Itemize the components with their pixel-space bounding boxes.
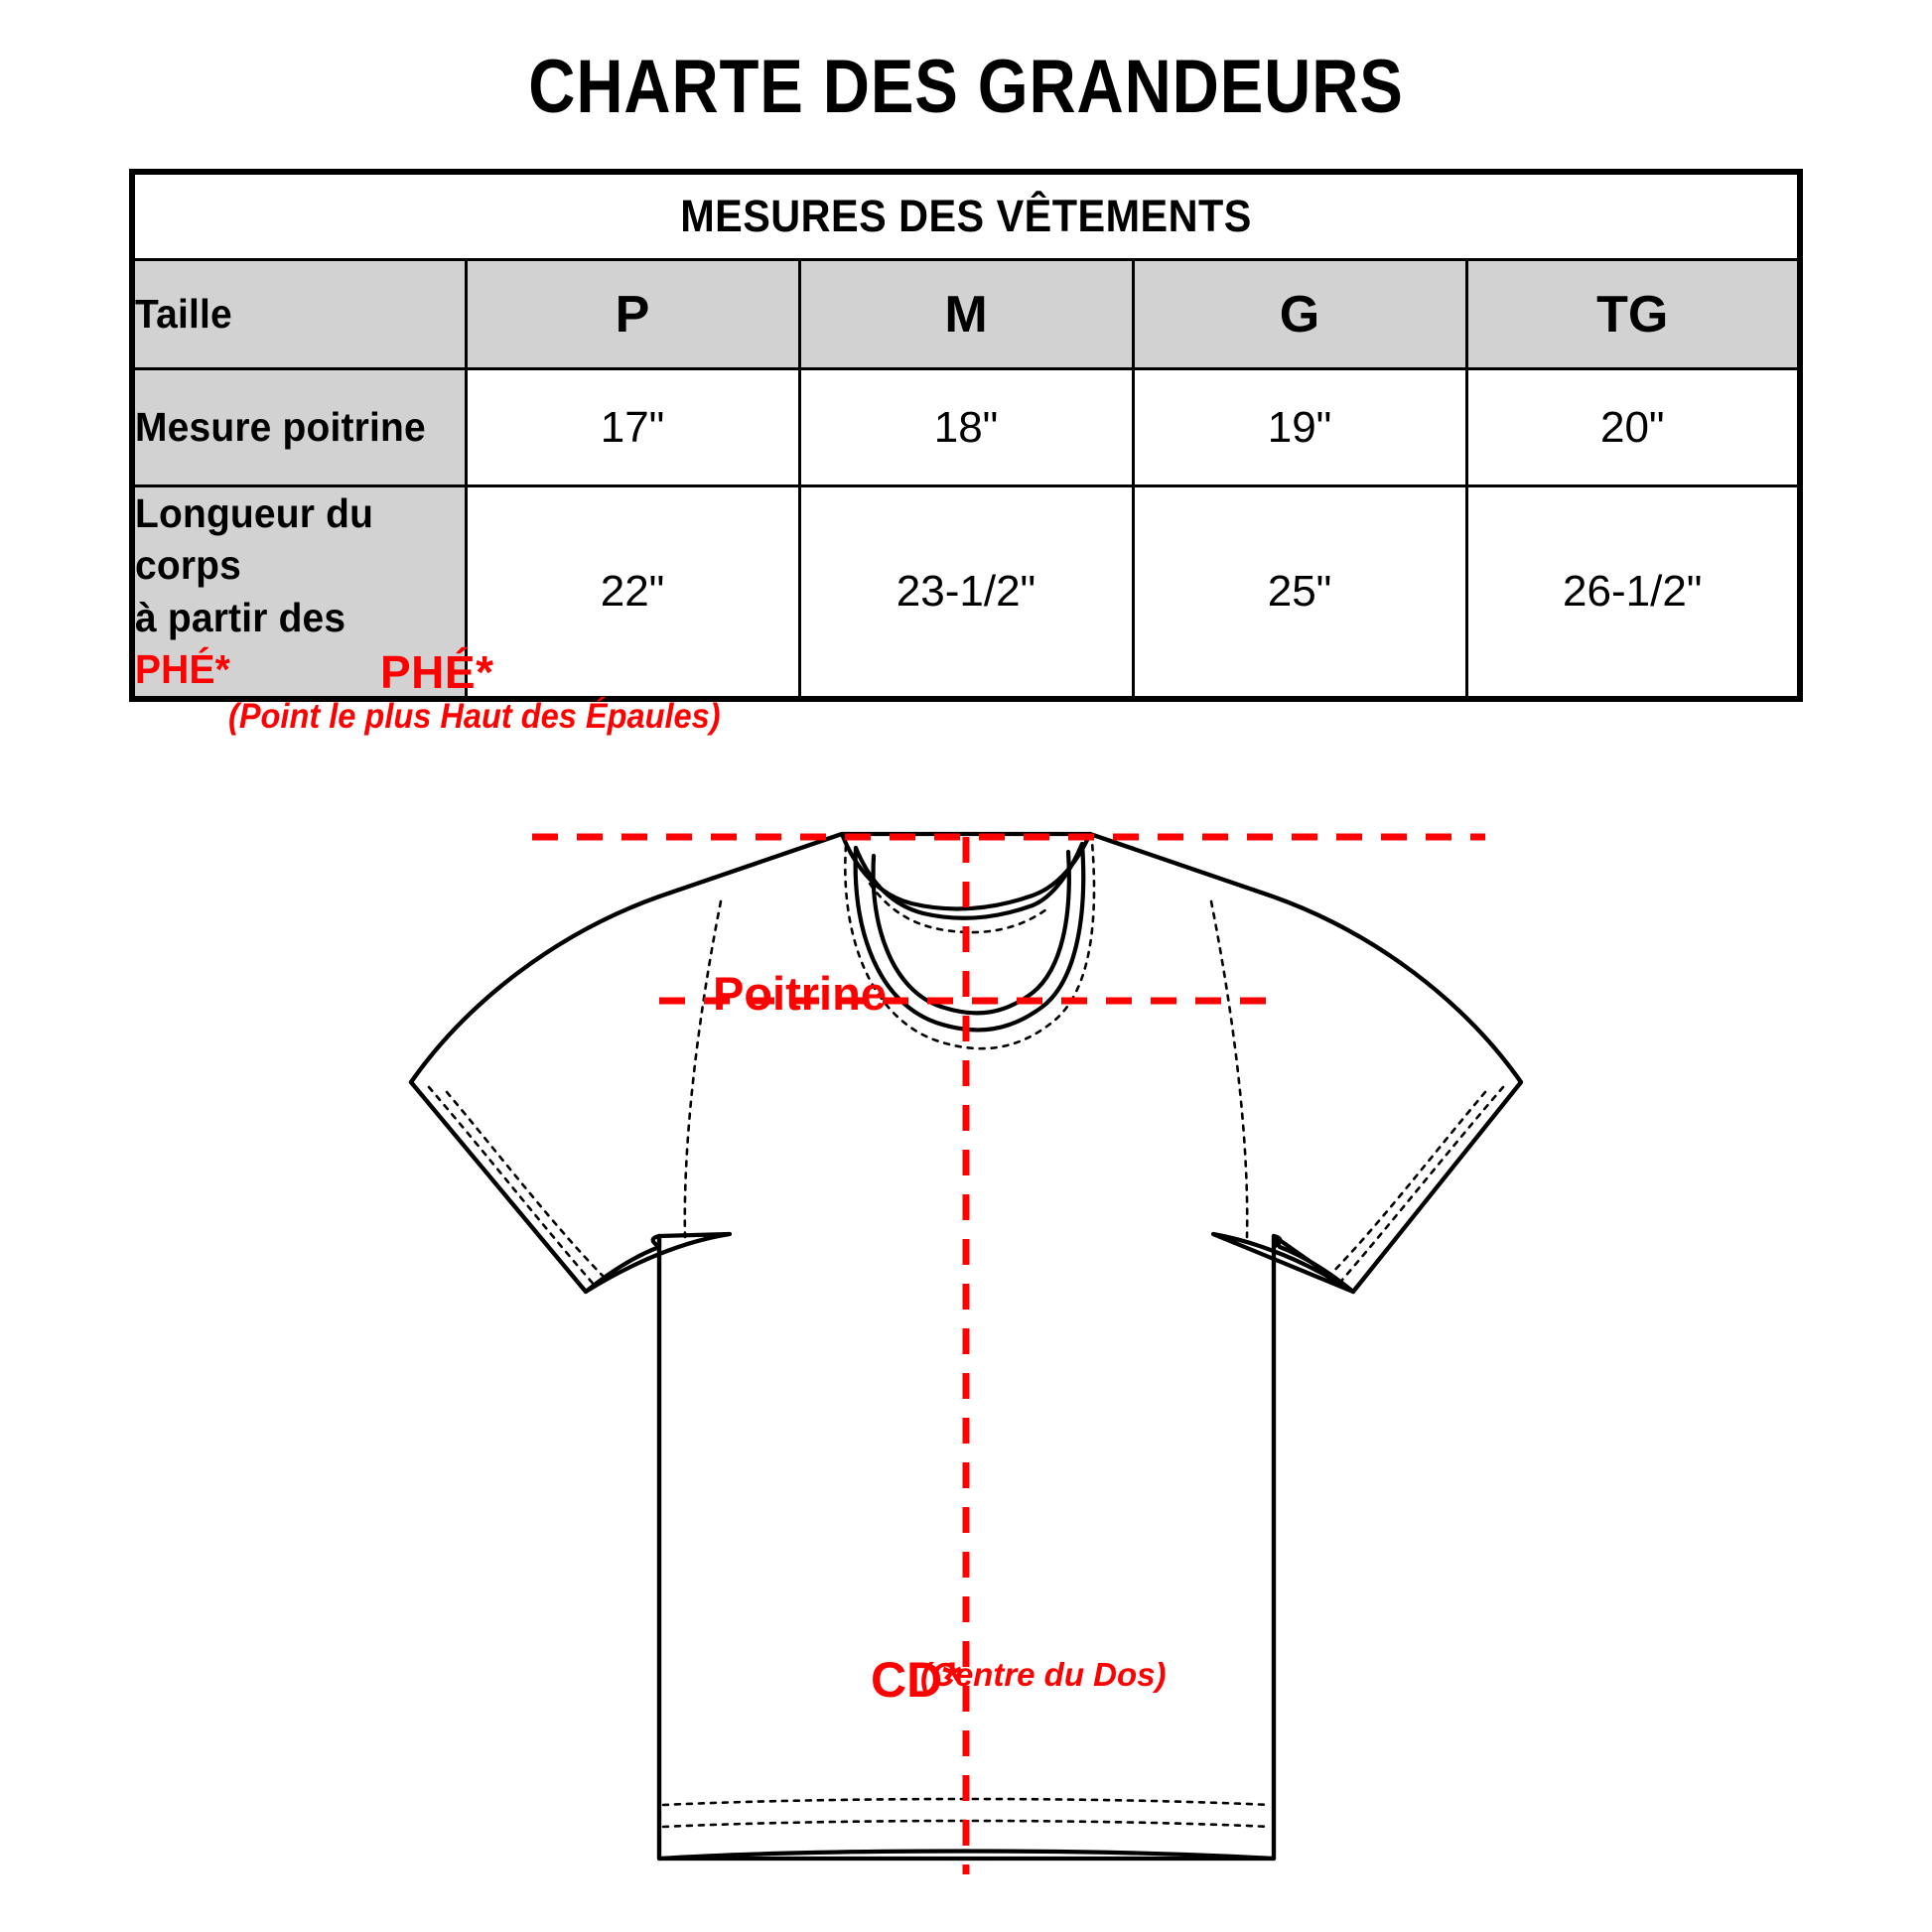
- left-shoulder-seam: [408, 831, 845, 1085]
- table-banner-label: MESURES DES VÊTEMENTS: [197, 170, 1735, 261]
- left-armhole-stitch: [683, 899, 723, 1239]
- row-label-mesure-poitrine: Mesure poitrine: [130, 367, 468, 487]
- size-header-tg: TG: [1464, 258, 1802, 370]
- row-label-taille: Taille: [130, 258, 468, 370]
- page-title: CHARTE DES GRANDEURS: [528, 45, 1404, 129]
- row-label-phe-star: *: [214, 646, 231, 693]
- center-back-sublabel: (Centre du Dos): [920, 1656, 1167, 1694]
- neck-collar-band: [853, 841, 1085, 920]
- center-back-sublabel-text: (Centre du Dos): [920, 1656, 1167, 1693]
- left-sleeve-hem-stitch-1: [427, 1085, 598, 1289]
- chest-measure-label: Poitrine: [713, 967, 887, 1020]
- measure-guides-group: [532, 833, 1485, 1874]
- cell-chest-tg: 20": [1464, 367, 1802, 487]
- phe-label: PHÉ*: [380, 645, 494, 699]
- table-banner-row: MESURES DES VÊTEMENTS: [132, 170, 1800, 261]
- size-header-m: M: [797, 258, 1135, 370]
- stitching-group: [427, 840, 1505, 1829]
- neck-opening-inner: [871, 849, 1071, 1016]
- neck-opening-outer: [853, 841, 1086, 1033]
- row-label-longueur-prefix: à partir des: [135, 594, 346, 640]
- right-sleeve-hem-stitch-2: [1322, 1090, 1487, 1283]
- size-header-p: P: [464, 258, 801, 370]
- measurement-diagram: PHÉ* (Point le plus Haut des Épaules) Po…: [0, 635, 1932, 1932]
- left-sleeve-hem-edge: [408, 1079, 589, 1295]
- neck-stitch-dotted: [844, 840, 1096, 1050]
- right-sleeve-hem-stitch-1: [1334, 1085, 1505, 1289]
- center-back-sublabel-rotated: (Centre du Dos): [920, 1656, 1167, 1693]
- right-armhole-stitch: [1209, 899, 1249, 1239]
- left-sleeve-hem-stitch-2: [445, 1090, 610, 1283]
- cell-length-p: 22": [464, 483, 801, 701]
- right-sleeve-hem-edge: [1350, 1079, 1524, 1295]
- size-chart-table: MESURES DES VÊTEMENTS Taille P M G TG Me…: [129, 169, 1803, 702]
- cell-length-m: 23-1/2": [797, 483, 1135, 701]
- right-sleeve-underarm: [1271, 1233, 1356, 1295]
- bottom-hem-stitch-1: [661, 1797, 1272, 1807]
- neck-band-stitch-dotted: [868, 882, 1048, 934]
- cell-length-tg: 26-1/2": [1464, 483, 1802, 701]
- cell-length-g: 25": [1131, 483, 1468, 701]
- bottom-hem-stitch-2: [661, 1819, 1272, 1829]
- cell-chest-m: 18": [797, 367, 1135, 487]
- cell-chest-g: 19": [1131, 367, 1468, 487]
- right-shoulder-seam: [1087, 831, 1524, 1085]
- table-row: Longueur du corps à partir des PHÉ* 22" …: [130, 483, 1802, 701]
- table-row: Mesure poitrine 17" 18" 19" 20": [130, 367, 1802, 487]
- bottom-hem-edge: [656, 1849, 1277, 1862]
- size-header-g: G: [1131, 258, 1468, 370]
- t-shirt-technical-drawing-svg: [408, 831, 1524, 1874]
- phe-sublabel: (Point le plus Haut des Épaules): [228, 697, 721, 736]
- phe-label-star: *: [476, 646, 494, 698]
- row-label-longueur-line2: à partir des PHÉ*: [135, 592, 448, 696]
- row-label-longueur-du-corps: Longueur du corps à partir des PHÉ*: [130, 483, 468, 701]
- cell-chest-p: 17": [464, 367, 801, 487]
- row-label-phe-abbrev: PHÉ: [135, 646, 215, 693]
- phe-label-text: PHÉ: [380, 646, 477, 698]
- table-header-row: Taille P M G TG: [130, 258, 1802, 370]
